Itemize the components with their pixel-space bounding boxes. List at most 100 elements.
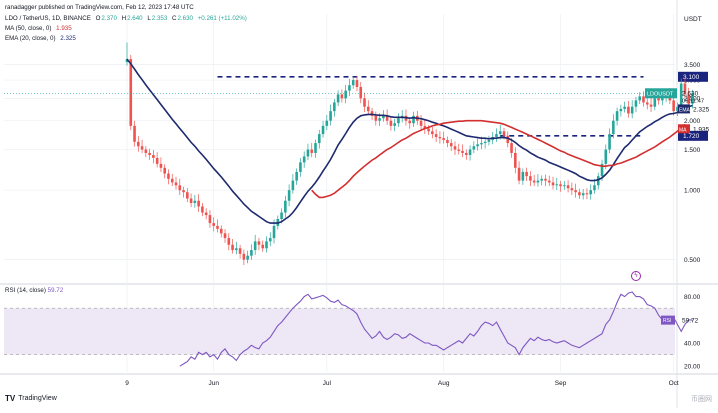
candle-body — [544, 178, 547, 181]
candle-body — [382, 115, 385, 119]
price-level-tag — [678, 71, 708, 82]
time-tick-label: Oct — [669, 380, 679, 387]
candle-body — [317, 134, 321, 144]
candle-body — [186, 192, 189, 199]
candle-body — [359, 86, 363, 99]
time-tick-label: Jun — [208, 380, 219, 387]
candle-body — [355, 80, 359, 87]
candle-body — [472, 146, 476, 150]
candle-body — [280, 212, 283, 220]
candle-body — [246, 255, 249, 260]
time-tick-label: Aug — [438, 380, 450, 387]
candle-body — [155, 157, 159, 164]
candle-body — [506, 135, 510, 144]
candle-body — [253, 241, 257, 251]
ema-line — [126, 58, 693, 224]
candle-body — [540, 178, 543, 181]
candle-body — [197, 200, 200, 207]
candle-body — [547, 180, 551, 183]
candle-body — [344, 90, 347, 99]
candle-body — [408, 120, 412, 124]
candle-body — [223, 233, 227, 239]
rsi-axis-tag — [661, 315, 675, 325]
tradingview-icon: TV — [5, 394, 16, 403]
time-tick-label: 9 — [125, 380, 129, 387]
candle-body — [148, 152, 151, 156]
candle-body — [201, 206, 204, 213]
candle-body — [570, 188, 574, 191]
low-value: 2.353 — [151, 15, 168, 22]
price-tick-label: 2.000 — [684, 118, 701, 125]
price-level-label: 3.100 — [683, 74, 700, 81]
candle-body — [627, 106, 630, 114]
candle-body — [287, 190, 291, 201]
candle-body — [555, 184, 559, 186]
candle-body — [657, 98, 660, 101]
candle-body — [216, 225, 219, 229]
time-tick-label: Sep — [555, 380, 567, 387]
candle-body — [438, 136, 442, 139]
rsi-legend[interactable]: RSI (14, close) 59.72 — [5, 287, 63, 294]
symbol-tag — [645, 88, 677, 99]
candle-body — [152, 155, 155, 158]
candle-body — [174, 182, 178, 186]
candle-body — [348, 85, 351, 91]
brand-name: TradingView — [18, 395, 57, 402]
candle-body — [495, 134, 498, 137]
credit-line: ranadagger published on TradingView.com,… — [5, 4, 197, 12]
candle-body — [612, 120, 615, 135]
candle-body — [559, 184, 562, 187]
candle-body — [487, 139, 491, 142]
candle-body — [449, 143, 453, 147]
candle-body — [589, 190, 593, 195]
candle-body — [551, 182, 555, 186]
candle-body — [182, 190, 185, 193]
candle-body — [261, 244, 265, 249]
candle-body — [687, 94, 691, 104]
ema-legend[interactable]: EMA (20, close, 0) 2.325 — [5, 35, 79, 43]
rsi-axis-tag-label: RSI — [663, 318, 671, 324]
candle-body — [208, 215, 212, 224]
rsi-line — [179, 291, 693, 367]
candle-body — [325, 120, 329, 126]
candle-body — [498, 131, 502, 135]
symbol-text[interactable]: LDO / TetherUS, 1D, BINANCE — [5, 15, 91, 22]
candle-body — [638, 96, 642, 101]
ema-axis-tag-label: EMA — [679, 107, 691, 113]
candle-body — [412, 115, 415, 124]
candle-body — [291, 180, 295, 191]
open-value: 2.370 — [101, 15, 117, 22]
candle-body — [672, 100, 675, 112]
candle-body — [370, 111, 374, 116]
ma-axis-value: 1.935 — [693, 126, 710, 133]
lightning-event-icon[interactable]: ϟ — [631, 271, 641, 281]
candle-body — [389, 120, 393, 126]
last-price-value: 2.630 — [682, 90, 699, 97]
candle-body — [434, 134, 438, 137]
candle-body — [227, 238, 231, 245]
candle-body — [235, 248, 238, 251]
ma-legend[interactable]: MA (50, close, 0) 1.935 — [5, 25, 75, 33]
candle-body — [514, 152, 517, 168]
candle-body — [299, 162, 302, 172]
candle-body — [676, 106, 679, 112]
candle-body — [483, 141, 487, 144]
candle-body — [268, 238, 272, 242]
price-level-label: 1.720 — [683, 133, 700, 140]
time-tick-label: Jul — [323, 380, 332, 387]
price-tick-label: 0.500 — [684, 257, 701, 264]
price-level-tag — [678, 130, 708, 141]
candle-body — [193, 200, 197, 203]
candle-body — [453, 146, 457, 150]
candle-body — [366, 106, 370, 112]
bar-countdown: 06:11:47 — [682, 98, 704, 104]
candle-body — [336, 94, 340, 103]
candle-body — [593, 185, 596, 191]
candle-body — [159, 163, 163, 168]
candle-body — [272, 225, 276, 239]
candle-body — [397, 118, 400, 124]
candle-body — [302, 156, 306, 163]
tradingview-logo[interactable]: TV TradingView — [5, 394, 57, 403]
